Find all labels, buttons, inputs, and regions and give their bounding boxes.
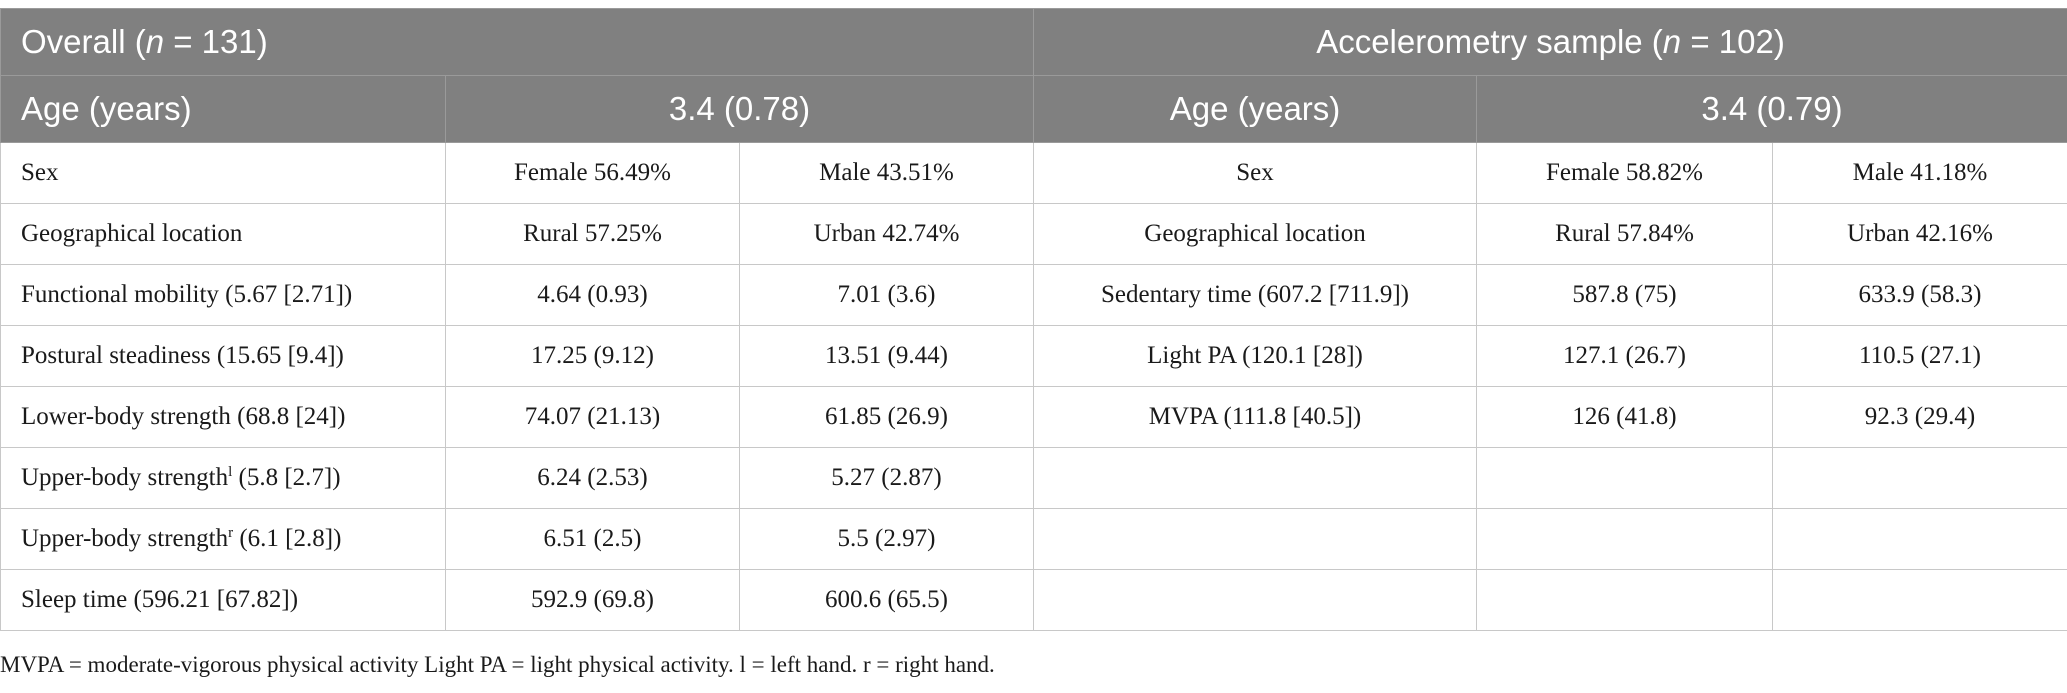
overall-value-2: 7.01 (3.6): [739, 264, 1034, 326]
accel-row-label: Light PA (120.1 [28]): [1033, 325, 1477, 387]
accel-row-label: [1033, 508, 1477, 570]
overall-n-label: n: [145, 23, 165, 60]
row-label-text: Sleep time (596.21 [67.82]): [21, 586, 299, 613]
row-label-text: Geographical location: [21, 220, 243, 247]
overall-value-2: 600.6 (65.5): [739, 569, 1034, 631]
table-row: Postural steadiness (15.65 [9.4]) 17.25 (…: [0, 325, 2067, 387]
table-row: Sex Female 56.49% Male 43.51% Sex Female 58.…: [0, 142, 2067, 204]
row-label-text: Lower-body strength (68.8 [24]): [21, 403, 346, 430]
age-value-left: 3.4 (0.78): [445, 75, 1034, 143]
accel-value-2: 92.3 (29.4): [1771, 386, 2067, 448]
overall-value-1: Rural 57.25%: [445, 203, 740, 265]
age-label-right: Age (years): [1033, 75, 1477, 143]
row-label: Upper-body strengthr (6.1 [2.8]): [0, 508, 446, 570]
row-label-text: Upper-body strength: [21, 525, 229, 552]
data-table: Overall (n = 131) Accelerometry sample (…: [0, 8, 2067, 631]
accel-value-2: Urban 42.16%: [1771, 203, 2067, 265]
row-label-superscript: r: [228, 525, 234, 541]
overall-header-suffix: = 131): [164, 23, 268, 60]
row-label: Functional mobility (5.67 [2.71]): [0, 264, 446, 326]
overall-header: Overall (n = 131): [0, 8, 1034, 76]
accel-value-1: [1476, 508, 1773, 570]
accel-row-label: Geographical location: [1033, 203, 1477, 265]
row-label-superscript: l: [228, 464, 233, 480]
accel-row-label: Sedentary time (607.2 [711.9]): [1033, 264, 1477, 326]
table-row: Geographical location Rural 57.25% Urban 4…: [0, 203, 2067, 265]
row-label-stats: (5.8 [2.7]): [232, 464, 341, 491]
age-label-left: Age (years): [0, 75, 446, 143]
table-row: Upper-body strengthr (6.1 [2.8]) 6.51 (2.…: [0, 508, 2067, 570]
overall-value-1: Female 56.49%: [445, 142, 740, 204]
overall-value-2: 5.5 (2.97): [739, 508, 1034, 570]
overall-header-prefix: Overall (: [21, 23, 146, 60]
accel-row-label: [1033, 447, 1477, 509]
group-header-row: Overall (n = 131) Accelerometry sample (…: [0, 8, 2067, 76]
accel-header-prefix: Accelerometry sample (: [1316, 23, 1663, 60]
accel-row-label: Sex: [1033, 142, 1477, 204]
table-footnote: MVPA = moderate-vigorous physical activi…: [0, 652, 995, 677]
row-label-text: Postural steadiness (15.65 [9.4]): [21, 342, 344, 369]
accel-value-2: [1771, 569, 2067, 631]
accel-value-2: [1771, 508, 2067, 570]
row-label: Postural steadiness (15.65 [9.4]): [0, 325, 446, 387]
overall-value-1: 74.07 (21.13): [445, 386, 740, 448]
row-label: Geographical location: [0, 203, 446, 265]
overall-value-1: 592.9 (69.8): [445, 569, 740, 631]
table-row: Sleep time (596.21 [67.82]) 592.9 (69.8) 6…: [0, 569, 2067, 631]
row-label: Sleep time (596.21 [67.82]): [0, 569, 446, 631]
accel-value-1: 126 (41.8): [1476, 386, 1773, 448]
overall-value-2: 13.51 (9.44): [739, 325, 1034, 387]
overall-value-2: 61.85 (26.9): [739, 386, 1034, 448]
accel-row-label: [1033, 569, 1477, 631]
accel-value-2: 633.9 (58.3): [1771, 264, 2067, 326]
age-value-right: 3.4 (0.79): [1475, 75, 2067, 143]
overall-value-1: 17.25 (9.12): [445, 325, 740, 387]
row-label-text: Upper-body strength: [21, 464, 229, 491]
accel-value-2: 110.5 (27.1): [1771, 325, 2067, 387]
accel-value-1: 587.8 (75): [1476, 264, 1773, 326]
overall-value-1: 6.51 (2.5): [445, 508, 740, 570]
accelerometry-header: Accelerometry sample (n = 102): [1032, 8, 2067, 76]
row-label-text: Functional mobility (5.67 [2.71]): [21, 281, 353, 308]
row-label: Upper-body strengthl (5.8 [2.7]): [0, 447, 446, 509]
table-row: Functional mobility (5.67 [2.71]) 4.64 (0…: [0, 264, 2067, 326]
accel-row-label: MVPA (111.8 [40.5]): [1033, 386, 1477, 448]
row-label-text: Sex: [21, 159, 59, 186]
table-row: Lower-body strength (68.8 [24]) 74.07 (21…: [0, 386, 2067, 448]
accel-value-2: [1771, 447, 2067, 509]
overall-value-2: 5.27 (2.87): [739, 447, 1034, 509]
overall-value-2: Urban 42.74%: [739, 203, 1034, 265]
accel-n-label: n: [1662, 23, 1682, 60]
overall-value-1: 6.24 (2.53): [445, 447, 740, 509]
accel-value-1: 127.1 (26.7): [1476, 325, 1773, 387]
accel-value-1: [1476, 569, 1773, 631]
row-label: Sex: [0, 142, 446, 204]
accel-value-1: Female 58.82%: [1476, 142, 1773, 204]
accel-value-1: [1476, 447, 1773, 509]
accel-header-suffix: = 102): [1681, 23, 1785, 60]
age-row: Age (years) 3.4 (0.78) Age (years) 3.4 (…: [0, 75, 2067, 143]
row-label-stats: (6.1 [2.8]): [233, 525, 342, 552]
overall-value-2: Male 43.51%: [739, 142, 1034, 204]
overall-value-1: 4.64 (0.93): [445, 264, 740, 326]
accel-value-2: Male 41.18%: [1771, 142, 2067, 204]
table-row: Upper-body strengthl (5.8 [2.7]) 6.24 (2.…: [0, 447, 2067, 509]
accel-value-1: Rural 57.84%: [1476, 203, 1773, 265]
row-label: Lower-body strength (68.8 [24]): [0, 386, 446, 448]
